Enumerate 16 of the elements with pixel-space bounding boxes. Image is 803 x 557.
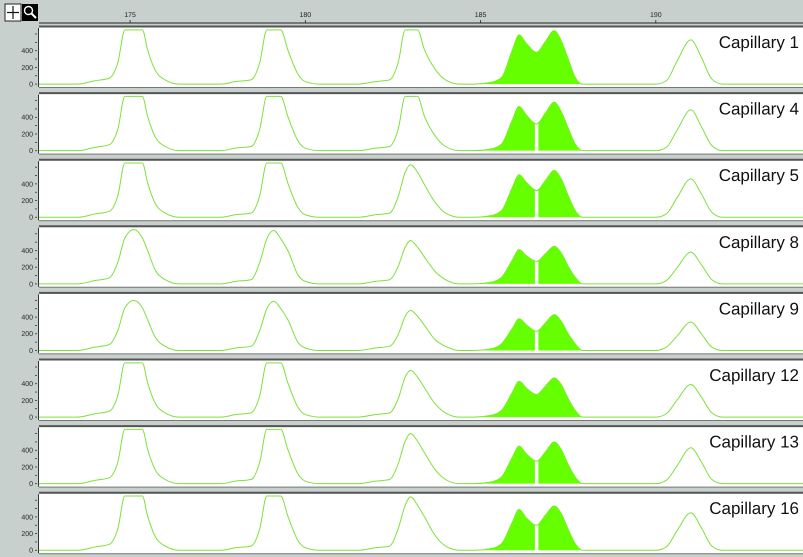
- chart-title: Capillary 13: [709, 432, 799, 452]
- chart-title: Capillary 16: [709, 499, 799, 518]
- line-series: [39, 229, 803, 284]
- chart-title: Capillary 9: [718, 299, 799, 318]
- line-series: [39, 428, 803, 484]
- line-series: [39, 96, 803, 152]
- chart-title: Capillary 12: [709, 366, 799, 385]
- chart-title: Capillary 8: [718, 232, 799, 252]
- line-series: [39, 300, 803, 351]
- chart-title: Capillary 1: [718, 33, 799, 52]
- line-series: [39, 496, 803, 551]
- chart-title: Capillary 5: [718, 166, 799, 186]
- line-series: [39, 29, 803, 85]
- line-series: [39, 362, 803, 418]
- chart-title: Capillary 4: [718, 100, 799, 119]
- line-series: [39, 162, 803, 218]
